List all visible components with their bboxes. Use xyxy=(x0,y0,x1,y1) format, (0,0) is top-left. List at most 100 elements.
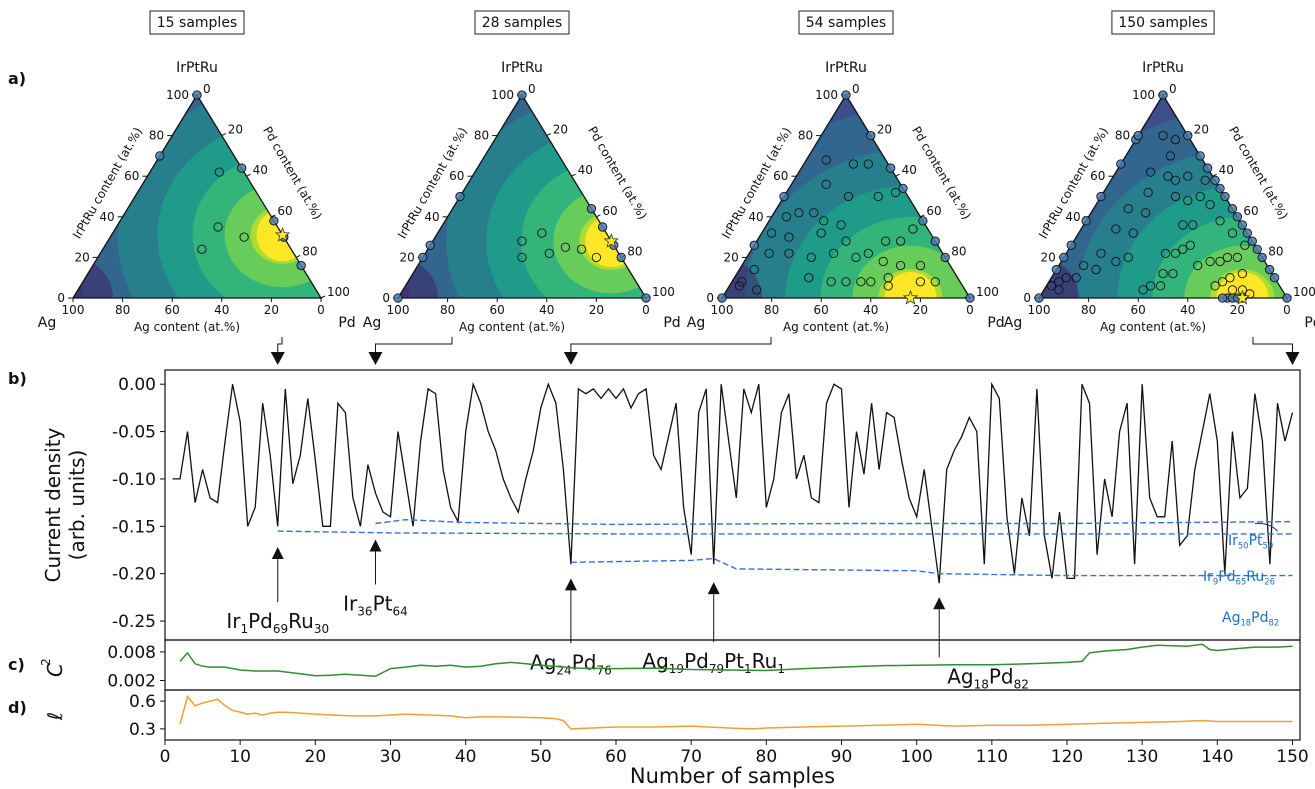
right-tick-label: 40 xyxy=(578,163,593,177)
left-vertex-label: Ag xyxy=(1004,315,1022,331)
annotation-arrow-head xyxy=(369,539,382,552)
sample-point xyxy=(537,228,547,238)
left-tick-label: 60 xyxy=(124,169,139,183)
y-tick-label: 0.6 xyxy=(129,692,156,712)
sample-point xyxy=(821,155,831,165)
ternary-plot-1: 001002020804040606060408080201001000IrPt… xyxy=(38,10,356,334)
sample-point xyxy=(752,285,762,295)
sample-point xyxy=(779,191,789,202)
bottom-tick-label: 80 xyxy=(1081,303,1096,317)
sample-point xyxy=(866,277,876,287)
sample-point xyxy=(806,252,816,263)
right-tick-label: 60 xyxy=(277,204,292,218)
annotation-arrow-head xyxy=(564,578,577,591)
y-tick-label: -0.25 xyxy=(112,612,156,632)
left-tick-label: 0 xyxy=(706,291,714,305)
right-tick-label: 20 xyxy=(553,123,568,137)
x-tick-label: 40 xyxy=(455,747,477,767)
ternary-plot-4: 001002020804040606060408080201001000IrPt… xyxy=(1004,10,1315,334)
bottom-tick-label: 60 xyxy=(1131,303,1146,317)
sample-point xyxy=(781,212,792,222)
sample-point xyxy=(455,191,465,202)
x-tick-label: 60 xyxy=(605,747,627,767)
sample-point xyxy=(1133,130,1143,141)
end-label: Ir50Pt50 xyxy=(1228,533,1273,551)
sample-point xyxy=(804,273,814,283)
left-tick-label: 80 xyxy=(149,129,164,143)
sample-point xyxy=(544,248,554,258)
y-axis-label-superscript: 2 xyxy=(39,658,53,666)
left-tick-label: 40 xyxy=(99,210,114,224)
sample-point xyxy=(1066,240,1076,250)
sample-point xyxy=(881,236,891,246)
sample-point xyxy=(1059,252,1069,263)
sample-point xyxy=(1111,256,1121,267)
y-axis-label-units: (arb. units) xyxy=(65,450,89,561)
best-so-far-curve xyxy=(570,557,1293,577)
sample-point xyxy=(1170,135,1181,145)
bottom-axis-label: Ag content (at.%) xyxy=(134,320,240,334)
sample-point xyxy=(1227,228,1238,238)
sample-point xyxy=(591,252,602,263)
right-tick-label: 0 xyxy=(852,82,860,96)
contour-peak xyxy=(1216,272,1269,298)
sample-point xyxy=(1183,130,1193,141)
c2-series xyxy=(179,643,1293,677)
left-tick-label: 40 xyxy=(748,210,763,224)
y-tick-label: -0.20 xyxy=(112,565,156,585)
bottom-tick-label: 100 xyxy=(62,303,85,317)
sample-point xyxy=(1046,281,1057,291)
tick-mark xyxy=(271,214,276,218)
panel-letter: b) xyxy=(8,369,27,388)
sample-point xyxy=(597,222,608,232)
sample-point xyxy=(641,293,651,303)
bottom-axis-label: Ag content (at.%) xyxy=(783,320,889,334)
sample-point xyxy=(1205,199,1215,210)
sample-point xyxy=(828,248,839,258)
left-tick-label: 80 xyxy=(798,129,813,143)
annotation-label: Ag19Pd79Pt1Ru1 xyxy=(642,649,785,676)
bottom-tick-label: 20 xyxy=(1230,303,1245,317)
bottom-tick-label: 100 xyxy=(711,303,734,317)
sample-point xyxy=(1188,220,1198,230)
y-tick-label: 0.3 xyxy=(129,720,156,740)
bottom-tick-label: 60 xyxy=(165,303,180,317)
sample-point xyxy=(1155,281,1166,291)
sample-point xyxy=(784,248,794,258)
sample-point xyxy=(1096,248,1106,258)
left-tick-label: 100 xyxy=(1132,88,1155,102)
sample-point xyxy=(1210,175,1220,185)
sample-point xyxy=(1138,285,1148,295)
sample-point xyxy=(1170,175,1181,185)
sample-point xyxy=(1240,240,1250,250)
best-sample-star xyxy=(274,226,291,242)
left-tick-label: 60 xyxy=(449,169,464,183)
ternary-title: 28 samples xyxy=(482,15,562,31)
right-tick-label: 80 xyxy=(302,244,317,258)
y-tick-label: 0.008 xyxy=(107,643,156,663)
c2-panel: 0.008 0.002 C2 xyxy=(39,639,1301,691)
left-tick-label: 100 xyxy=(491,88,514,102)
sample-point xyxy=(794,208,804,218)
left-tick-label: 100 xyxy=(166,88,189,102)
left-tick-label: 20 xyxy=(1041,250,1056,264)
bottom-tick-label: 40 xyxy=(1180,303,1195,317)
sample-point xyxy=(1091,264,1101,275)
tick-mark xyxy=(1212,173,1217,177)
sample-point xyxy=(1145,281,1156,291)
sample-point xyxy=(930,236,940,246)
ternary-title-box xyxy=(798,10,894,35)
sample-point xyxy=(1185,240,1195,250)
y-tick-label: 0.002 xyxy=(107,671,156,691)
left-vertex-label: Ag xyxy=(687,315,705,331)
y-axis-label: ℓ xyxy=(43,712,67,721)
sample-point xyxy=(1051,264,1062,275)
y-axis-label: C xyxy=(43,663,67,677)
sample-point xyxy=(826,277,836,287)
bottom-tick-label: 80 xyxy=(115,303,130,317)
right-tick-label: 100 xyxy=(327,285,350,299)
panel-connectors xyxy=(270,337,1300,365)
sample-point xyxy=(425,240,435,250)
contour-band xyxy=(1152,217,1287,298)
right-tick-label: 60 xyxy=(602,204,617,218)
